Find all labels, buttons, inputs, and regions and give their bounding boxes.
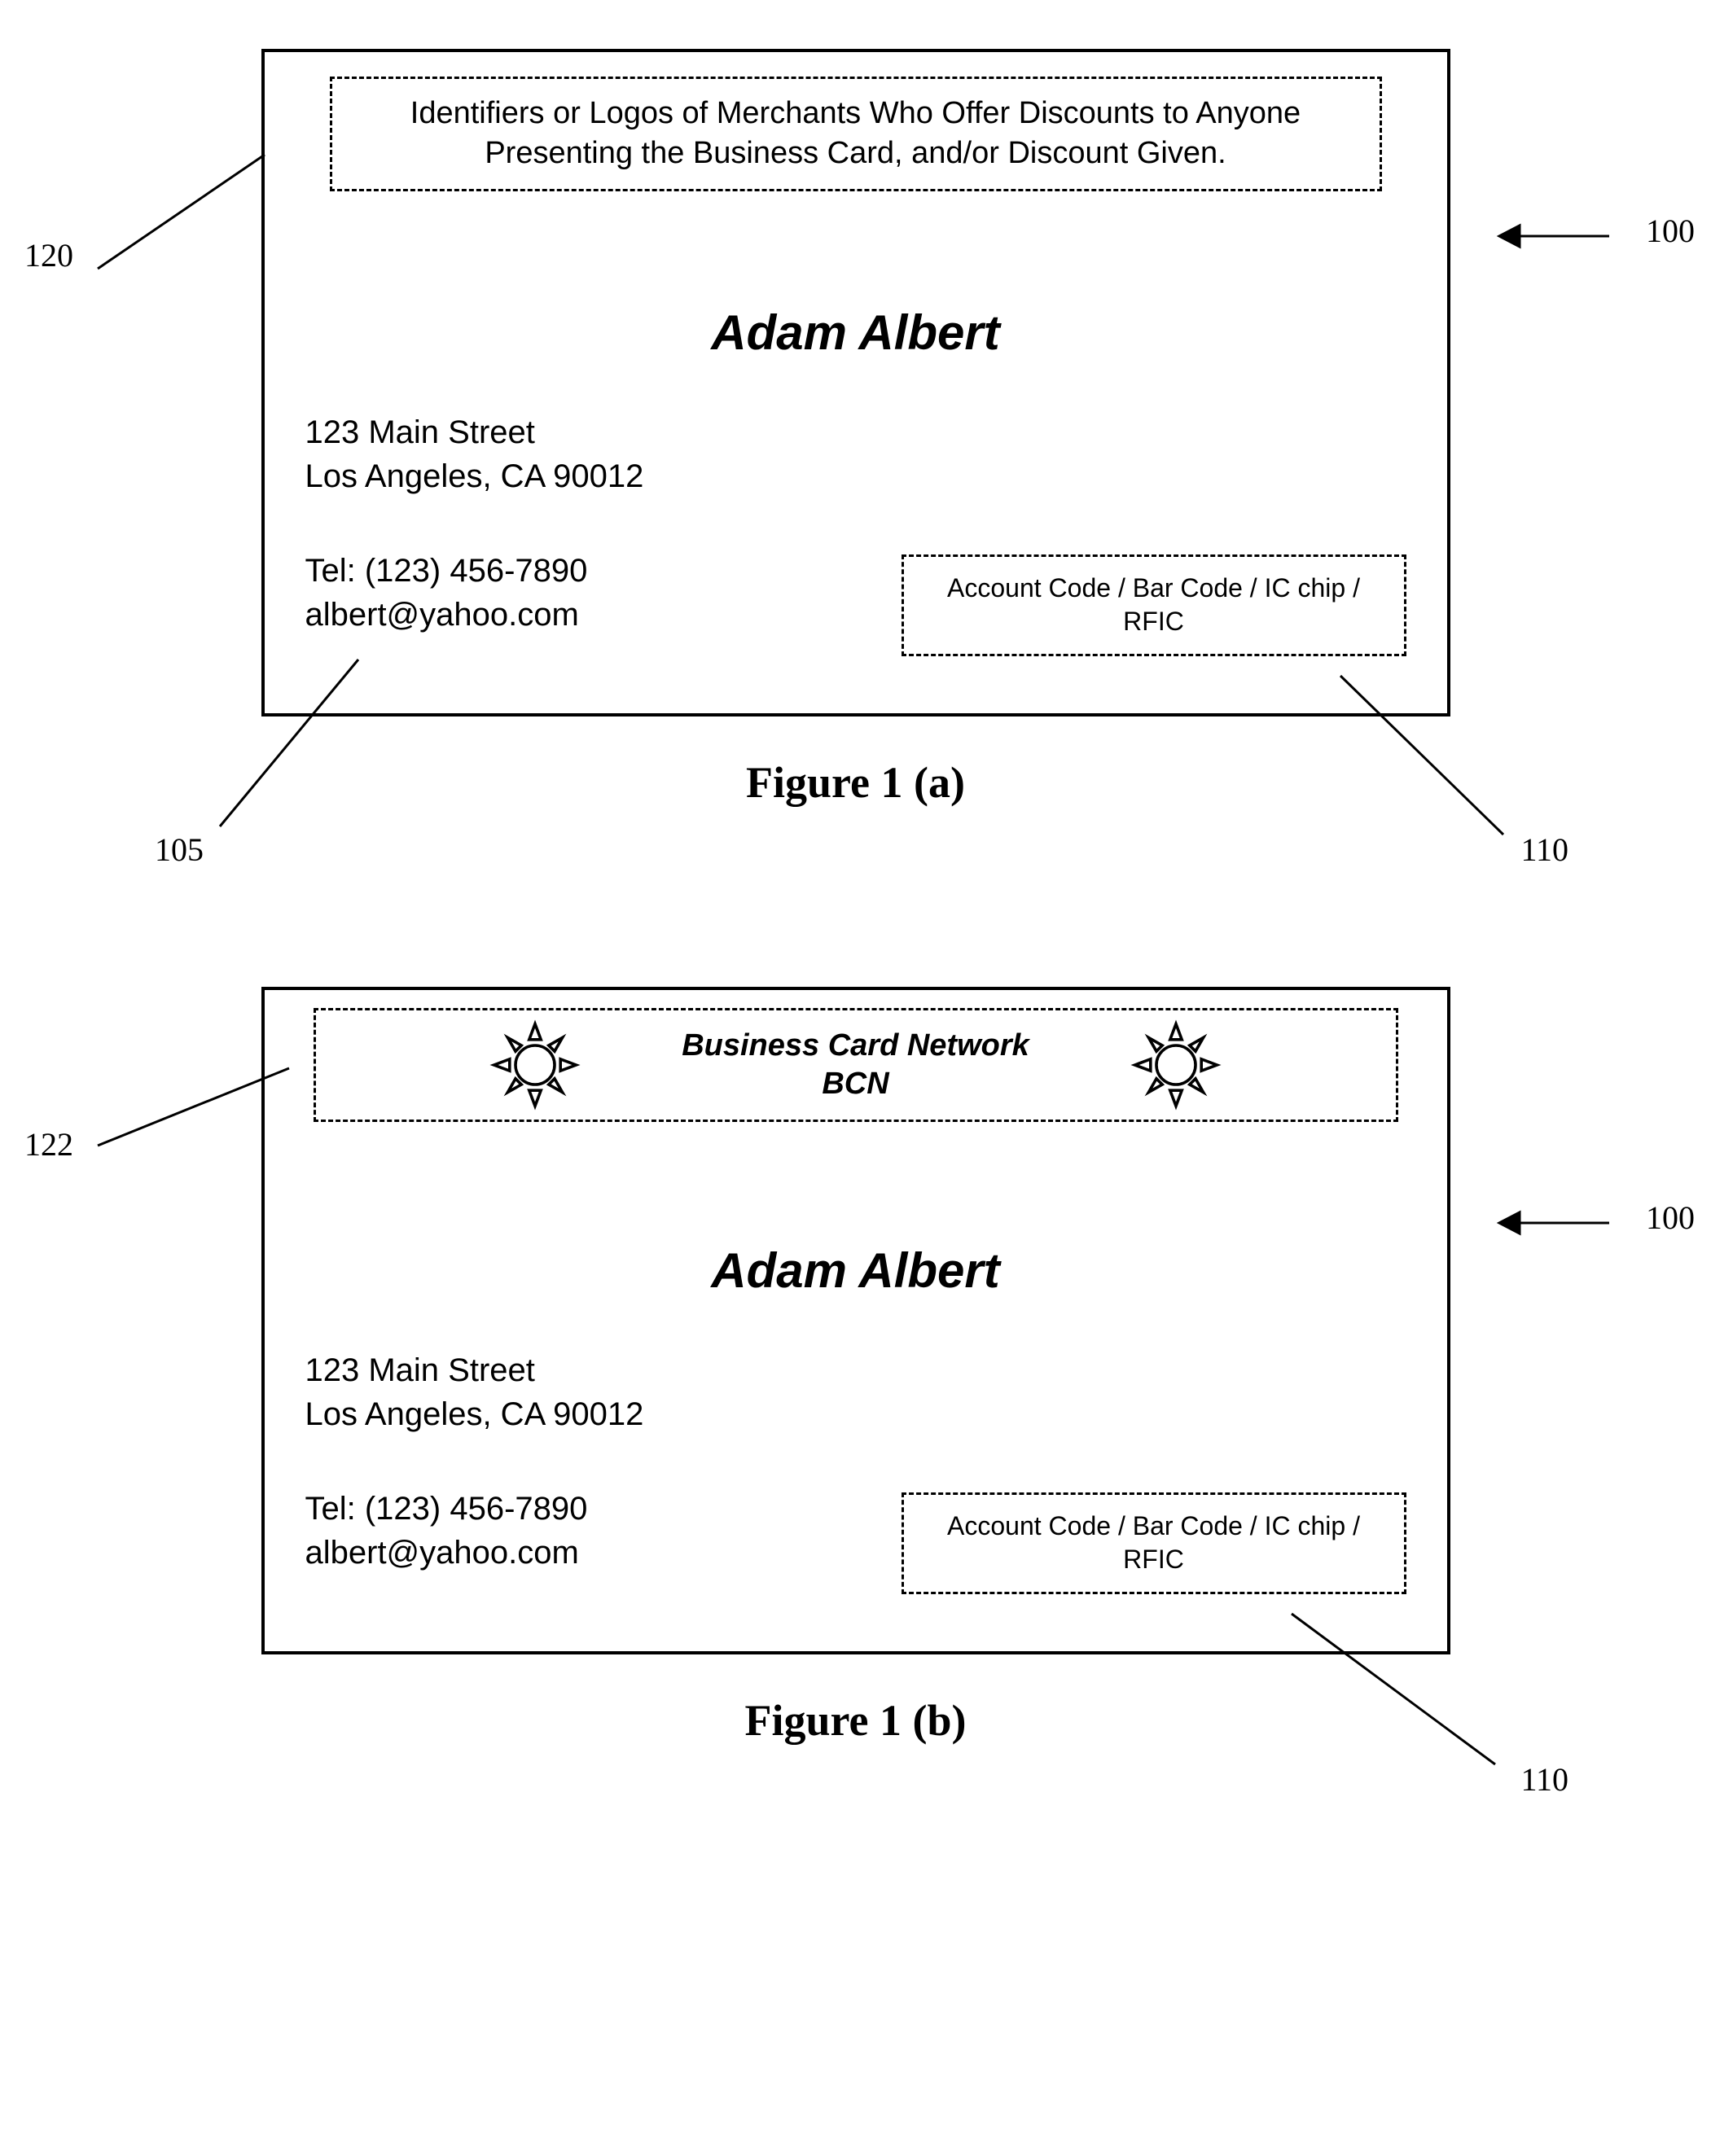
figure-1a: 120 100 Identifiers or Logos of Merchant… [33,49,1678,808]
account-code-box-b: Account Code / Bar Code / IC chip / RFIC [902,1492,1406,1594]
arrow-100-a [1479,216,1617,256]
tel-b: Tel: (123) 456-7890 [305,1487,588,1531]
cardholder-name-b: Adam Albert [265,1242,1447,1299]
merchant-offers-box: Identifiers or Logos of Merchants Who Of… [330,77,1382,191]
ref-label-110-a: 110 [1520,830,1568,869]
leader-110-a [1328,668,1516,847]
account-code-text-b: Account Code / Bar Code / IC chip / RFIC [947,1511,1360,1575]
arrow-100-b [1479,1203,1617,1243]
tel-a: Tel: (123) 456-7890 [305,549,588,593]
address-line1-a: 123 Main Street [305,410,644,454]
merchant-offers-text: Identifiers or Logos of Merchants Who Of… [410,96,1301,170]
leader-120 [90,147,277,277]
sun-icon [486,1016,584,1114]
address-line2-a: Los Angeles, CA 90012 [305,454,644,498]
address-line1-b: 123 Main Street [305,1348,644,1392]
email-b: albert@yahoo.com [305,1531,588,1575]
contact-block-a: Tel: (123) 456-7890 albert@yahoo.com [305,549,588,637]
bcn-line2: BCN [682,1065,1029,1104]
ref-label-110-b: 110 [1520,1760,1568,1799]
ref-label-122: 122 [24,1125,73,1163]
address-block-a: 123 Main Street Los Angeles, CA 90012 [305,410,644,498]
leader-105 [212,651,375,839]
leader-110-b [1279,1606,1507,1777]
address-block-b: 123 Main Street Los Angeles, CA 90012 [305,1348,644,1436]
account-code-box-a: Account Code / Bar Code / IC chip / RFIC [902,554,1406,656]
ref-label-105: 105 [155,830,204,869]
address-line2-b: Los Angeles, CA 90012 [305,1392,644,1436]
figure-1b: 122 100 [33,987,1678,1746]
account-code-text-a: Account Code / Bar Code / IC chip / RFIC [947,573,1360,637]
email-a: albert@yahoo.com [305,593,588,637]
business-card-b: Business Card Network BCN [261,987,1450,1654]
ref-label-120: 120 [24,236,73,274]
ref-label-100-a: 100 [1646,212,1695,250]
business-card-a: Identifiers or Logos of Merchants Who Of… [261,49,1450,716]
ref-label-100-b: 100 [1646,1199,1695,1237]
contact-block-b: Tel: (123) 456-7890 albert@yahoo.com [305,1487,588,1575]
bcn-header-box: Business Card Network BCN [314,1008,1398,1122]
bcn-line1: Business Card Network [682,1027,1029,1066]
sun-icon [1127,1016,1225,1114]
cardholder-name-a: Adam Albert [265,305,1447,361]
bcn-title: Business Card Network BCN [682,1027,1029,1104]
